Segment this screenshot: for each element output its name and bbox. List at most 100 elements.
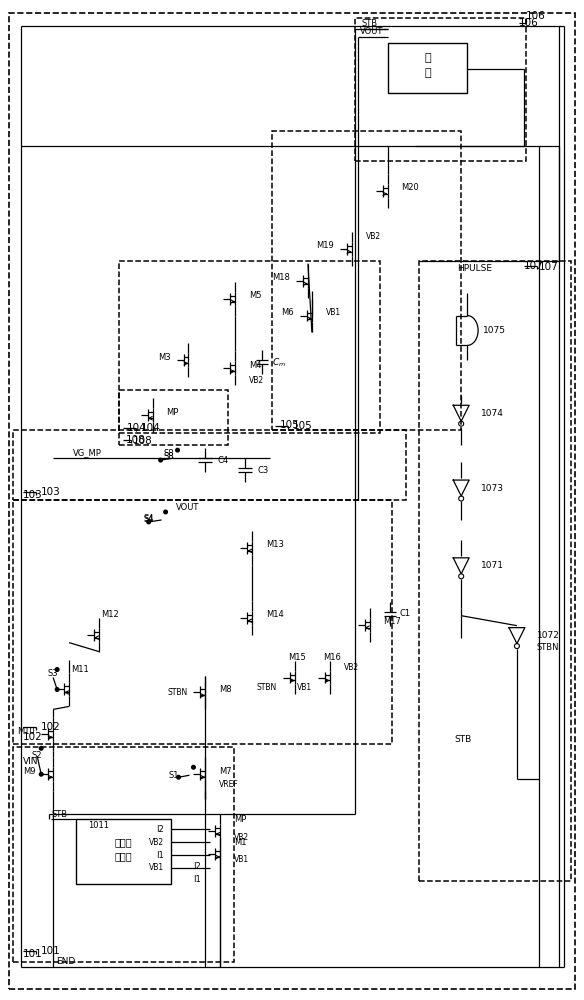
Text: 106: 106 [519,18,538,28]
Bar [272,131,461,430]
Text: C1: C1 [399,609,411,618]
Bar [119,261,380,433]
Text: 105: 105 [293,421,313,431]
Text: MP: MP [166,408,179,417]
Bar [419,261,571,881]
Circle shape [192,765,195,769]
Text: M10: M10 [18,727,35,736]
Circle shape [147,520,151,524]
Text: VOUT: VOUT [176,503,199,512]
Text: M19: M19 [316,241,334,250]
Text: I1: I1 [156,851,164,860]
Text: 107: 107 [539,262,558,272]
Text: 108: 108 [126,435,145,445]
Text: M20: M20 [401,183,419,192]
Text: M14: M14 [266,610,284,619]
Text: S4: S4 [144,515,154,524]
Text: 108: 108 [133,436,152,446]
Text: I2: I2 [156,825,164,834]
Text: S8: S8 [164,452,174,461]
Text: 103: 103 [23,490,43,500]
Text: VB1: VB1 [234,855,249,864]
Text: M12: M12 [101,610,119,619]
Text: STB: STB [454,735,471,744]
Text: 带隙基: 带隙基 [115,837,133,847]
Text: M17: M17 [384,617,401,626]
Text: 级: 级 [424,68,430,78]
Text: M7: M7 [220,767,232,776]
Text: VB1: VB1 [148,863,164,872]
Text: C3: C3 [257,466,269,475]
Text: VB2: VB2 [249,376,265,385]
Text: M1: M1 [234,838,247,847]
Circle shape [55,668,59,671]
Text: M4: M4 [249,361,262,370]
Text: 准模块: 准模块 [115,851,133,861]
Text: 106: 106 [526,11,545,21]
Text: 1072: 1072 [537,631,559,640]
Text: I1: I1 [193,875,200,884]
Text: 102: 102 [23,732,43,742]
Text: STBN: STBN [167,688,187,697]
Text: VIN: VIN [23,757,39,766]
Text: VB2: VB2 [148,838,164,847]
Text: I2: I2 [193,862,200,871]
Text: 103: 103 [41,487,61,497]
Text: 1073: 1073 [481,484,504,493]
Text: MP: MP [234,815,246,824]
Text: 1074: 1074 [481,409,504,418]
Text: STB: STB [51,810,67,819]
Text: M16: M16 [323,653,340,662]
Text: S2: S2 [32,751,43,760]
Circle shape [55,688,59,691]
Text: M6: M6 [281,308,294,317]
Text: VB1: VB1 [326,308,341,317]
Text: VG_MP: VG_MP [73,448,102,457]
Text: S3: S3 [48,669,58,678]
Text: 104: 104 [127,423,147,433]
Text: M18: M18 [272,273,290,282]
Circle shape [159,458,162,462]
Bar [119,390,228,445]
Text: 1075: 1075 [483,326,506,335]
Text: 104: 104 [141,423,161,433]
Circle shape [176,448,179,452]
Text: END: END [57,957,76,966]
Text: 稳: 稳 [424,53,430,63]
Text: VB2: VB2 [366,232,381,241]
Text: VREF: VREF [220,780,239,789]
Bar [354,18,526,161]
Circle shape [164,510,168,514]
Bar [13,500,391,744]
Text: HPULSE: HPULSE [457,264,492,273]
Text: VOUT: VOUT [360,27,383,36]
Text: STB: STB [361,19,378,28]
Text: M5: M5 [249,291,262,300]
Text: 101: 101 [23,949,43,959]
Text: VB2: VB2 [344,663,359,672]
Text: 105: 105 [280,420,300,430]
Text: S4: S4 [144,514,154,523]
Text: S8: S8 [164,449,174,458]
Text: M11: M11 [71,665,89,674]
Text: M15: M15 [288,653,306,662]
Text: $C_m$: $C_m$ [272,356,286,369]
Text: 107: 107 [524,261,544,271]
Text: STBN: STBN [537,643,559,652]
Circle shape [177,775,180,779]
Bar [388,43,467,93]
Text: 101: 101 [41,946,61,956]
Text: 102: 102 [41,722,61,732]
Text: C4: C4 [217,456,228,465]
Text: M13: M13 [266,540,284,549]
Text: VB1: VB1 [297,683,312,692]
Circle shape [39,747,43,750]
Text: M3: M3 [158,353,171,362]
Bar [13,747,234,962]
Text: M9: M9 [23,767,35,776]
Text: VB2: VB2 [234,833,249,842]
Text: STBN: STBN [257,683,277,692]
Text: 1011: 1011 [88,821,109,830]
Text: 1071: 1071 [481,561,504,570]
Bar [13,430,406,500]
